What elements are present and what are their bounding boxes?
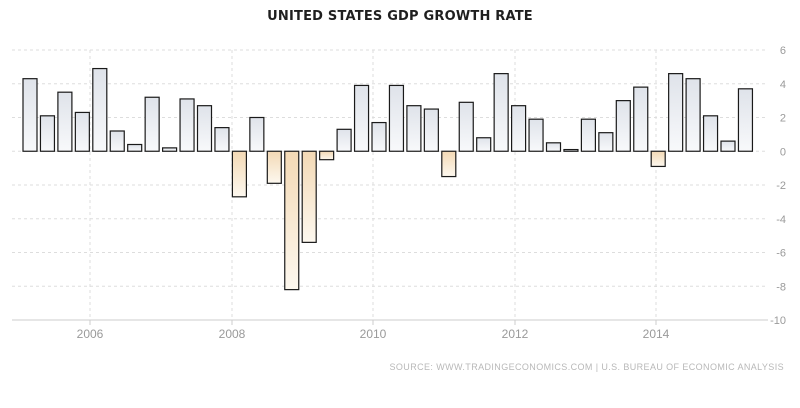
bar-2008Q2 bbox=[249, 116, 265, 152]
y-tick-label: -6 bbox=[776, 248, 786, 260]
bar-2012Q3 bbox=[545, 142, 562, 152]
bar-2010Q4 bbox=[423, 108, 439, 152]
bar-2005Q3 bbox=[57, 91, 73, 152]
y-tick-label: 2 bbox=[780, 113, 786, 125]
y-tick-label: -10 bbox=[770, 315, 786, 327]
y-tick-label: -2 bbox=[776, 180, 786, 192]
bar-2014Q3 bbox=[685, 78, 701, 152]
bar-2007Q1 bbox=[162, 147, 178, 152]
chart-title: UNITED STATES GDP GROWTH RATE bbox=[267, 9, 533, 24]
y-tick-label: -4 bbox=[776, 214, 786, 226]
bar-2013Q1 bbox=[580, 118, 597, 152]
bar-2011Q3 bbox=[476, 137, 492, 152]
bar-2009Q3 bbox=[336, 128, 352, 152]
bar-2015Q1 bbox=[720, 140, 736, 152]
bar-2010Q1 bbox=[371, 121, 387, 152]
bar-2014Q1 bbox=[650, 150, 666, 168]
bar-2009Q4 bbox=[353, 84, 370, 152]
y-tick-label: -8 bbox=[776, 281, 786, 293]
bar-2010Q2 bbox=[388, 84, 405, 152]
y-tick-label: 6 bbox=[780, 45, 786, 57]
bar-2011Q1 bbox=[441, 150, 457, 178]
bar-2015Q2 bbox=[737, 88, 754, 152]
y-tick-label: 0 bbox=[780, 146, 786, 158]
bar-layer bbox=[22, 67, 754, 291]
y-tick-label: 4 bbox=[780, 79, 786, 91]
bar-2005Q1 bbox=[22, 78, 38, 152]
bar-2008Q1 bbox=[231, 150, 247, 198]
bar-2006Q4 bbox=[144, 96, 160, 152]
bar-2014Q2 bbox=[668, 73, 684, 152]
bar-2011Q4 bbox=[493, 73, 509, 152]
bar-2010Q3 bbox=[406, 105, 422, 152]
x-tick-label: 2014 bbox=[643, 327, 670, 341]
x-tick-label: 2006 bbox=[77, 327, 104, 341]
x-tick-label: 2008 bbox=[219, 327, 246, 341]
bar-2007Q3 bbox=[196, 105, 213, 152]
bar-2009Q2 bbox=[319, 150, 335, 161]
bar-2014Q4 bbox=[702, 115, 719, 152]
bar-2013Q4 bbox=[633, 86, 649, 152]
bar-2011Q2 bbox=[458, 101, 474, 152]
x-tick-label: 2010 bbox=[360, 327, 387, 341]
bar-2013Q3 bbox=[615, 100, 631, 152]
bar-2006Q3 bbox=[127, 143, 143, 152]
axis-layer: 6 4 2 0 -2 -4 -6 -8 -10 2006 2008 2010 2012 2014 bbox=[12, 45, 786, 341]
bar-2007Q4 bbox=[214, 127, 230, 152]
x-tick-label: 2012 bbox=[502, 327, 529, 341]
bar-2012Q4 bbox=[563, 148, 579, 152]
bar-2007Q2 bbox=[179, 98, 195, 152]
bar-2005Q2 bbox=[39, 115, 56, 152]
bar-2012Q2 bbox=[528, 118, 544, 152]
bar-2008Q3 bbox=[266, 150, 282, 184]
bar-2006Q2 bbox=[109, 130, 125, 152]
source-note: SOURCE: WWW.TRADINGECONOMICS.COM | U.S. … bbox=[389, 362, 784, 372]
bar-2009Q1 bbox=[301, 150, 317, 243]
bar-2008Q4 bbox=[284, 150, 300, 291]
bar-2005Q4 bbox=[74, 111, 90, 152]
bar-2012Q1 bbox=[511, 105, 527, 152]
bar-2013Q2 bbox=[598, 132, 614, 152]
bar-2006Q1 bbox=[92, 67, 108, 152]
